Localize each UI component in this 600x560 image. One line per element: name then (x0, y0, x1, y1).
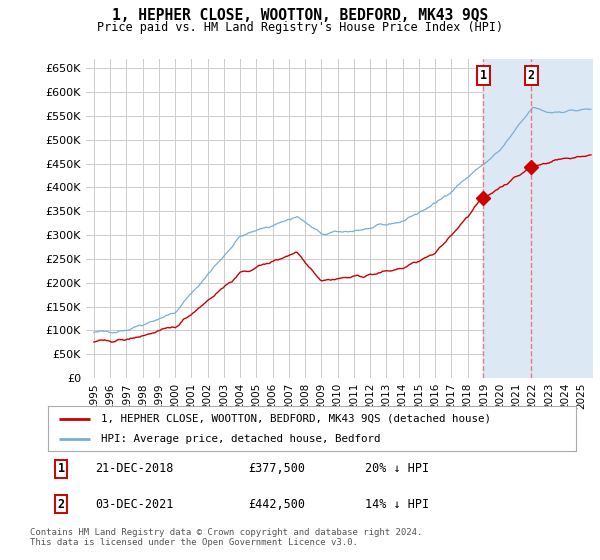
Text: 1, HEPHER CLOSE, WOOTTON, BEDFORD, MK43 9QS: 1, HEPHER CLOSE, WOOTTON, BEDFORD, MK43 … (112, 8, 488, 24)
Text: £442,500: £442,500 (248, 497, 305, 511)
Text: 1, HEPHER CLOSE, WOOTTON, BEDFORD, MK43 9QS (detached house): 1, HEPHER CLOSE, WOOTTON, BEDFORD, MK43 … (101, 413, 491, 423)
Bar (484, 59, 593, 378)
Text: 1: 1 (480, 69, 487, 82)
Text: £377,500: £377,500 (248, 463, 305, 475)
Text: 1: 1 (58, 463, 65, 475)
Text: 14% ↓ HPI: 14% ↓ HPI (365, 497, 429, 511)
Text: 2: 2 (528, 69, 535, 82)
Text: HPI: Average price, detached house, Bedford: HPI: Average price, detached house, Bedf… (101, 434, 380, 444)
Text: Price paid vs. HM Land Registry's House Price Index (HPI): Price paid vs. HM Land Registry's House … (97, 21, 503, 34)
Text: 21-DEC-2018: 21-DEC-2018 (95, 463, 174, 475)
Text: 03-DEC-2021: 03-DEC-2021 (95, 497, 174, 511)
Text: Contains HM Land Registry data © Crown copyright and database right 2024.
This d: Contains HM Land Registry data © Crown c… (30, 528, 422, 547)
Text: 20% ↓ HPI: 20% ↓ HPI (365, 463, 429, 475)
Text: 2: 2 (58, 497, 65, 511)
